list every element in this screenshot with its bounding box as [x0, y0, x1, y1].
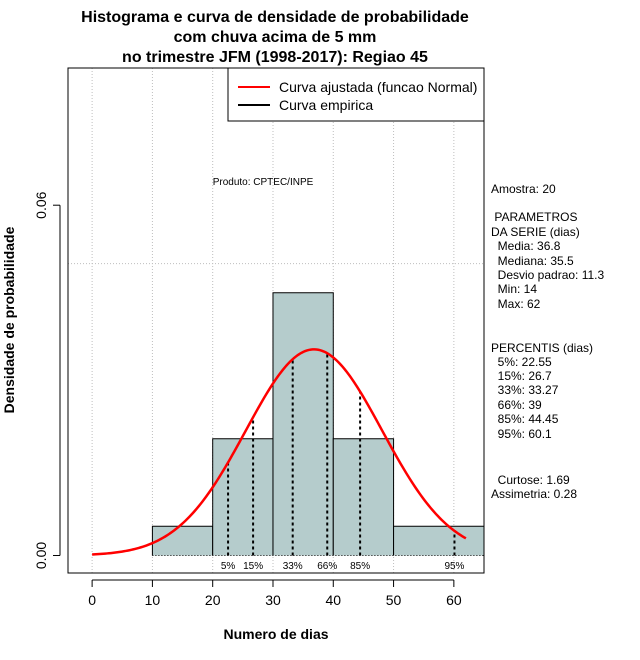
stats-param-min: Min: 14	[491, 282, 537, 296]
chart-title: Histograma e curva de densidade de proba…	[81, 9, 469, 66]
stats-param-max: Max: 62	[491, 297, 541, 311]
histogram-bar	[393, 526, 484, 556]
x-tick-label-0: 0	[88, 592, 96, 608]
x-tick-label-5: 50	[386, 592, 402, 608]
percentile-label-0: 5%	[221, 561, 236, 572]
y-tick-label-0: 0.00	[33, 542, 49, 569]
stats-percentile-85: 85%: 44.45	[491, 412, 559, 426]
stats-percentile-15: 15%: 26.7	[491, 369, 552, 383]
stats-param-mean: Media: 36.8	[491, 239, 561, 253]
histogram-bar	[333, 438, 394, 556]
stats-params-header-2: DA SERIE (dias)	[491, 225, 580, 239]
percentile-label-3: 66%	[317, 561, 337, 572]
percentile-label-1: 15%	[243, 561, 263, 572]
histogram-bar	[272, 292, 334, 556]
histogram-bar-outline	[272, 292, 334, 556]
stats-kurtosis: Curtose: 1.69	[491, 473, 570, 487]
legend: Curva ajustada (funcao Normal) Curva emp…	[227, 67, 485, 122]
x-axis-title: Numero de dias	[223, 626, 328, 642]
histogram-bar-outline	[332, 438, 395, 556]
y-axis-title: Densidade de probabilidade	[1, 226, 17, 413]
x-tick-label-1: 10	[145, 592, 161, 608]
x-axis: 0 10 20 30 40 50 60	[88, 579, 462, 608]
stats-sample: Amostra: 20	[491, 182, 556, 196]
stats-percentile-95: 95%: 60.1	[491, 427, 552, 441]
percentile-label-5: 95%	[444, 561, 464, 572]
percentile-label-4: 85%	[350, 561, 370, 572]
product-annotation: Produto: CPTEC/INPE	[213, 177, 314, 188]
stats-params-header-1: PARAMETROS	[491, 210, 577, 224]
percentile-label-2: 33%	[283, 561, 303, 572]
normal-fit-curve	[92, 348, 467, 556]
x-tick-label-3: 30	[265, 592, 281, 608]
stats-percentile-33: 33%: 33.27	[491, 383, 559, 397]
stats-param-sd: Desvio padrao: 11.3	[491, 268, 605, 282]
stats-skewness: Assimetria: 0.28	[491, 487, 577, 501]
x-tick-label-6: 60	[446, 592, 462, 608]
chart-title-line-3: no trimestre JFM (1998-2017): Regiao 45	[122, 49, 428, 66]
x-tick-label-2: 20	[205, 592, 221, 608]
x-tick-label-4: 40	[325, 592, 341, 608]
stats-percentile-66: 66%: 39	[491, 398, 542, 412]
legend-box	[227, 67, 485, 122]
y-axis: 0.00 0.06	[33, 191, 61, 569]
chart-title-line-1: Histograma e curva de densidade de proba…	[81, 9, 469, 26]
histogram-bar	[212, 438, 273, 556]
y-tick-label-1: 0.06	[33, 191, 49, 218]
stats-param-median: Mediana: 35.5	[491, 254, 574, 268]
stats-percentile-5: 5%: 22.55	[491, 355, 552, 369]
stats-percentiles-header: PERCENTIS (dias)	[491, 341, 593, 355]
histogram-bars	[151, 292, 485, 556]
legend-label-fitted: Curva ajustada (funcao Normal)	[279, 79, 477, 95]
legend-label-empirical: Curva empirica	[279, 97, 373, 113]
percentile-labels: 5% 15% 33% 66% 85% 95%	[221, 561, 465, 572]
stats-panel: Amostra: 20 PARAMETROS DA SERIE (dias) M…	[491, 182, 605, 501]
normal-fit-path	[92, 348, 467, 556]
chart-title-line-2: com chuva acima de 5 mm	[174, 29, 377, 46]
percentile-markers	[227, 353, 456, 556]
histogram-bar	[152, 526, 213, 556]
